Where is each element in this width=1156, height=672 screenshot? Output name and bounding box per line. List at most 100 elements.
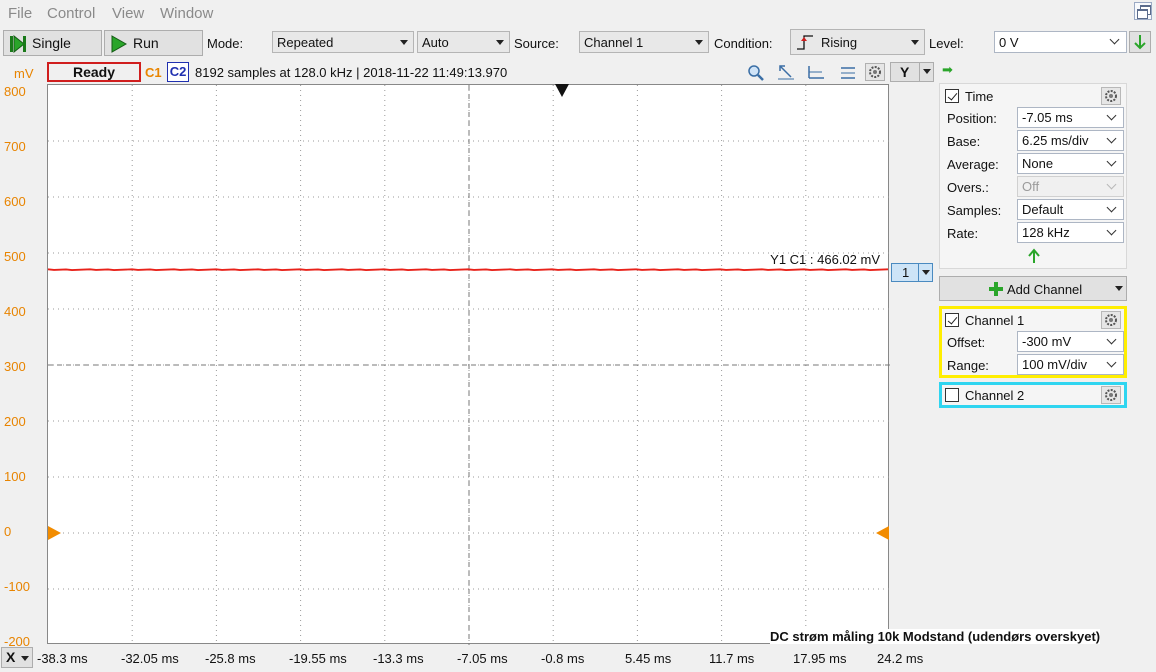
average-select[interactable]: None xyxy=(1017,153,1124,174)
add-channel-button[interactable]: Add Channel xyxy=(939,276,1127,301)
range-select[interactable]: 100 mV/div xyxy=(1017,354,1124,375)
settings-gear-icon[interactable] xyxy=(865,63,885,81)
samples-value: Default xyxy=(1022,202,1064,217)
add-channel-label: Add Channel xyxy=(1007,282,1083,297)
y-tick-label: -200 xyxy=(4,634,31,649)
channel2-enable-checkbox[interactable] xyxy=(945,388,959,402)
channel1-settings-gear-icon[interactable] xyxy=(1101,311,1121,329)
plot-annotation: DC strøm måling 10k Modstand (udendørs o… xyxy=(770,629,1101,644)
level-input[interactable]: 0 V xyxy=(994,31,1127,53)
y-tick-label: 500 xyxy=(4,249,26,264)
channel1-offset-marker-right[interactable] xyxy=(876,526,889,540)
sample-info: 8192 samples at 128.0 kHz | 2018-11-22 1… xyxy=(195,65,508,80)
restore-window-icon[interactable] xyxy=(1134,2,1152,20)
position-value: -7.05 ms xyxy=(1022,110,1073,125)
x-tick-label: 17.95 ms xyxy=(793,651,847,666)
rate-value: 128 kHz xyxy=(1022,225,1070,240)
offset-label: Offset: xyxy=(947,335,986,350)
chevron-down-icon xyxy=(1106,133,1117,144)
position-input[interactable]: -7.05 ms xyxy=(1017,107,1124,128)
trigger-mode-select[interactable]: Auto xyxy=(417,31,510,53)
average-value: None xyxy=(1022,156,1054,171)
x-tick-label: -7.05 ms xyxy=(457,651,508,666)
mode-value: Repeated xyxy=(277,34,334,50)
status-row: Ready C1 C2 8192 samples at 128.0 kHz | … xyxy=(0,61,938,83)
base-select[interactable]: 6.25 ms/div xyxy=(1017,130,1124,151)
position-label: Position: xyxy=(947,111,997,126)
range-value: 100 mV/div xyxy=(1022,357,1088,372)
y-unit-label: mV xyxy=(14,66,34,81)
panel-collapse-arrow-icon[interactable]: ➡ xyxy=(942,62,953,77)
channel2-title: Channel 2 xyxy=(965,388,1025,403)
menu-view[interactable]: View xyxy=(112,5,145,22)
y-tick-label: 400 xyxy=(4,304,26,319)
x-tick-label: -38.3 ms xyxy=(37,651,88,666)
menu-window[interactable]: Window xyxy=(160,5,214,22)
zoom-icon[interactable] xyxy=(746,63,766,81)
base-value: 6.25 ms/div xyxy=(1022,133,1089,148)
single-step-icon xyxy=(10,34,26,54)
condition-value: Rising xyxy=(821,34,858,50)
source-label: Source: xyxy=(514,36,559,51)
single-label: Single xyxy=(32,35,71,51)
channel1-offset-marker-left[interactable] xyxy=(48,526,61,540)
range-label: Range: xyxy=(947,358,989,373)
x-tick-label: -19.55 ms xyxy=(289,651,347,666)
collapse-up-arrow-icon[interactable] xyxy=(1028,248,1040,267)
menu-bar: File Control View Window xyxy=(0,0,1156,26)
rate-select[interactable]: 128 kHz xyxy=(1017,222,1124,243)
samples-select[interactable]: Default xyxy=(1017,199,1124,220)
single-button[interactable]: Single xyxy=(3,30,102,56)
menu-file[interactable]: File xyxy=(8,5,33,22)
y-tick-label: -100 xyxy=(4,579,31,594)
run-label: Run xyxy=(133,35,159,51)
chevron-down-icon[interactable] xyxy=(1115,286,1123,291)
channel2-settings-gear-icon[interactable] xyxy=(1101,386,1121,404)
time-settings-gear-icon[interactable] xyxy=(1101,87,1121,105)
level-value: 0 V xyxy=(999,34,1019,50)
x-tick-label: -0.8 ms xyxy=(541,651,585,666)
scope-plot-area[interactable]: Y1 C1 : 466.02 mV xyxy=(47,84,890,645)
channel1-tag[interactable]: C1 xyxy=(145,65,162,80)
y-tick-label: 300 xyxy=(4,359,26,374)
y-tick-label: 100 xyxy=(4,469,26,484)
chevron-down-icon xyxy=(918,264,932,281)
trigger-mode-value: Auto xyxy=(422,34,449,50)
apply-level-button[interactable] xyxy=(1129,31,1151,53)
time-settings-panel: Time Position: -7.05 ms Base: 6.25 ms/di… xyxy=(939,83,1127,269)
channel1-enable-checkbox[interactable] xyxy=(945,313,959,327)
x-tick-label: -13.3 ms xyxy=(373,651,424,666)
x-tick-label: -32.05 ms xyxy=(121,651,179,666)
chevron-down-icon xyxy=(919,63,933,81)
y-tick-label: 800 xyxy=(4,84,26,99)
trigger-position-marker[interactable] xyxy=(555,84,569,97)
offset-input[interactable]: -300 mV xyxy=(1017,331,1124,352)
horizontal-cursor-icon[interactable] xyxy=(806,63,826,81)
time-title: Time xyxy=(965,89,994,104)
rate-label: Rate: xyxy=(947,226,979,241)
channel2-tag[interactable]: C2 xyxy=(167,62,189,82)
y-selector-value: Y xyxy=(900,64,910,80)
condition-label: Condition: xyxy=(714,36,773,51)
chevron-down-icon xyxy=(1106,357,1117,368)
vertical-cursor-icon[interactable] xyxy=(838,63,858,81)
time-enable-checkbox[interactable] xyxy=(945,89,959,103)
x-axis-select[interactable]: X xyxy=(1,647,33,668)
y-axis-select[interactable]: Y xyxy=(890,62,934,82)
average-label: Average: xyxy=(947,157,999,172)
cursor-icon[interactable] xyxy=(776,63,796,81)
chevron-down-icon xyxy=(1106,110,1117,121)
y-channel-select[interactable]: 1 xyxy=(891,263,933,282)
condition-select[interactable]: Rising xyxy=(790,29,925,55)
plus-icon xyxy=(988,281,1004,300)
y-channel-value: 1 xyxy=(902,265,910,280)
chevron-down-icon xyxy=(1106,202,1117,213)
run-button[interactable]: Run xyxy=(104,30,203,56)
y-tick-label: 0 xyxy=(4,524,12,539)
offset-value: -300 mV xyxy=(1022,334,1072,349)
mode-select[interactable]: Repeated xyxy=(272,31,414,53)
menu-control[interactable]: Control xyxy=(47,5,96,22)
chevron-down-icon xyxy=(1106,156,1117,167)
chevron-down-icon xyxy=(496,40,504,45)
source-select[interactable]: Channel 1 xyxy=(579,31,709,53)
